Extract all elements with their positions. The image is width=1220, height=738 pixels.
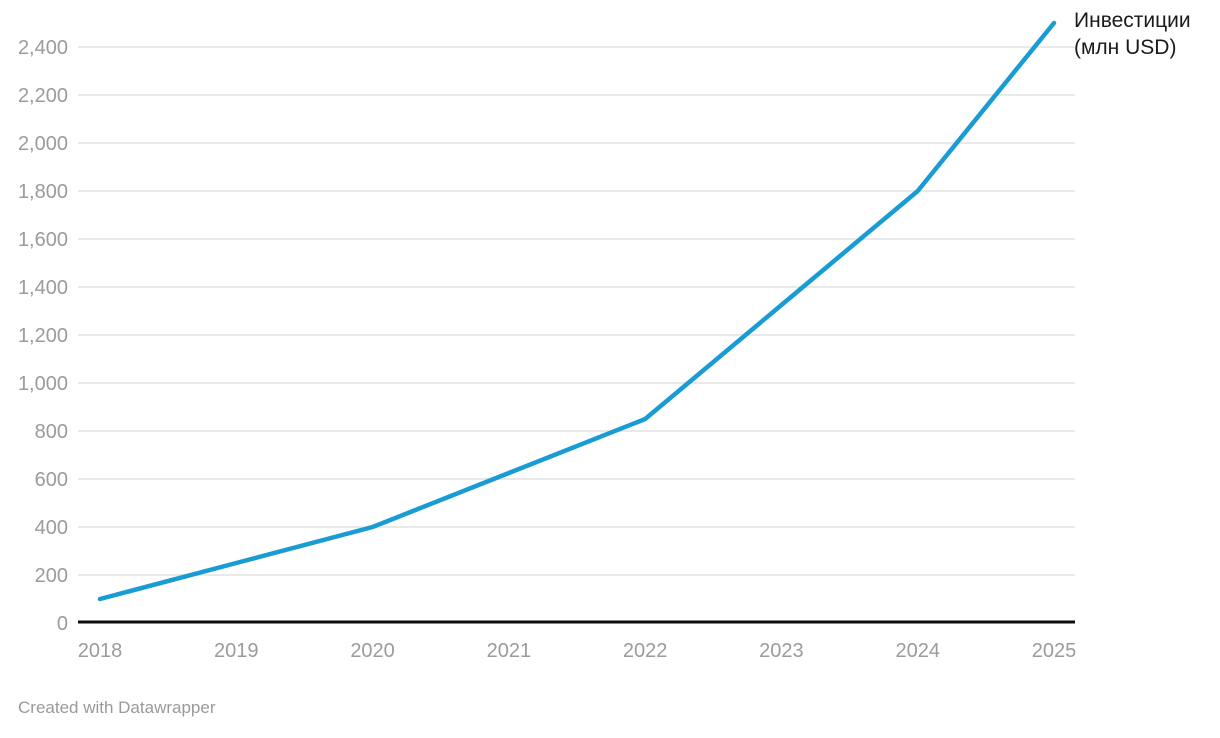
series-label-line1: Инвестиции [1074, 9, 1191, 32]
y-tick-label: 1,600 [18, 229, 68, 251]
y-tick-label: 400 [35, 517, 68, 539]
x-tick-label: 2021 [487, 640, 532, 662]
x-tick-label: 2025 [1032, 640, 1077, 662]
y-tick-label: 2,400 [18, 37, 68, 59]
y-tick-label: 200 [35, 565, 68, 587]
y-tick-label: 1,000 [18, 373, 68, 395]
line-chart-canvas: 0 200 400 600 800 1,000 1,200 1,400 1,600 1,800 2,… [18, 20, 1077, 662]
datawrapper-attribution: Created with Datawrapper [18, 698, 216, 717]
y-tick-label: 1,800 [18, 181, 68, 203]
y-tick-label: 2,200 [18, 85, 68, 107]
series-label-line2: (млн USD) [1074, 36, 1177, 59]
x-tick-label: 2023 [759, 640, 804, 662]
x-tick-label: 2024 [895, 640, 940, 662]
y-tick-label: 1,200 [18, 325, 68, 347]
y-tick-label: 0 [57, 613, 68, 635]
y-tick-label: 800 [35, 421, 68, 443]
y-tick-label: 1,400 [18, 277, 68, 299]
x-tick-label: 2020 [350, 640, 395, 662]
x-tick-label: 2022 [623, 640, 668, 662]
investments-data-line [97, 20, 1057, 602]
x-tick-label: 2018 [78, 640, 123, 662]
y-tick-label: 600 [35, 469, 68, 491]
series-label: Инвестиции (млн USD) [1074, 7, 1191, 61]
x-tick-label: 2019 [214, 640, 259, 662]
y-tick-label: 2,000 [18, 133, 68, 155]
